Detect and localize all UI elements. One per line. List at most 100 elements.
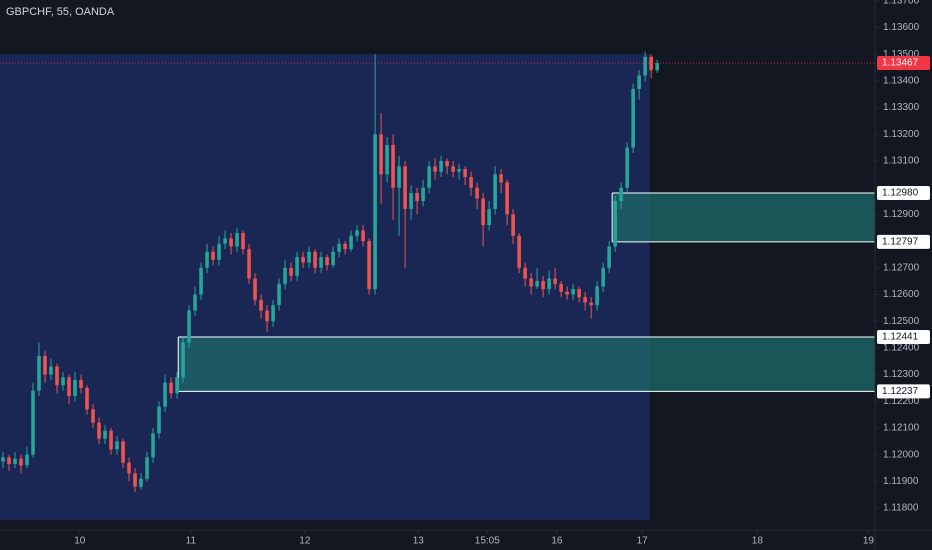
candle-body — [199, 267, 203, 295]
y-tick-label: 1.12400 — [883, 343, 920, 354]
current-price-tag — [877, 56, 930, 71]
candle-body — [151, 433, 155, 458]
candle-body — [163, 382, 167, 407]
y-tick-label: 1.13300 — [883, 102, 920, 113]
candle-body — [31, 390, 35, 455]
candle-body — [559, 283, 563, 292]
y-tick-label: 1.12300 — [883, 369, 920, 380]
candle-body — [229, 238, 233, 247]
candle-body — [97, 422, 101, 439]
candle-body — [655, 63, 659, 71]
candle-body — [61, 377, 65, 386]
candle-body — [481, 198, 485, 226]
candle-body — [247, 249, 251, 279]
candle-body — [73, 379, 77, 396]
candle-body — [547, 278, 551, 290]
candle-body — [277, 283, 281, 306]
candle-body — [145, 457, 149, 479]
candle-body — [43, 355, 47, 375]
candle-body — [253, 278, 257, 300]
candle-body — [577, 289, 581, 298]
candle-body — [313, 251, 317, 268]
x-tick-label: 15:05 — [475, 536, 500, 547]
candle-body — [487, 209, 491, 226]
candle-body — [379, 134, 383, 175]
candle-body — [613, 201, 617, 247]
candle-body — [535, 281, 539, 287]
candle-body — [475, 187, 479, 199]
zone-price-tag — [877, 384, 930, 399]
candle-body — [139, 478, 143, 487]
candle-body — [421, 187, 425, 202]
candle-body — [457, 169, 461, 172]
candle-body — [541, 281, 545, 290]
zone-price-tag — [877, 186, 930, 201]
candle-body — [331, 251, 335, 266]
chart-title: GBPCHF, 55, OANDA — [6, 6, 115, 18]
x-tick-label: 18 — [752, 536, 764, 547]
x-tick-label: 17 — [637, 536, 649, 547]
candle-body — [13, 458, 17, 465]
candle-body — [37, 355, 41, 391]
candle-body — [181, 342, 185, 378]
zone-price-label: 1.12441 — [882, 332, 919, 343]
candle-body — [373, 134, 377, 290]
candle-body — [367, 241, 371, 290]
zone-price-label: 1.12797 — [882, 237, 919, 248]
candle-body — [511, 214, 515, 236]
zone-price-label: 1.12237 — [882, 386, 919, 397]
candle-body — [109, 430, 113, 450]
candle-body — [325, 257, 329, 266]
candle-body — [19, 458, 23, 466]
candle-body — [631, 88, 635, 148]
highlight-region — [0, 54, 650, 521]
candle-body — [463, 169, 467, 178]
current-price-label: 1.13467 — [882, 58, 919, 69]
y-tick-label: 1.13400 — [883, 76, 920, 87]
candle-body — [193, 294, 197, 311]
candle-body — [433, 166, 437, 172]
candle-body — [133, 473, 137, 487]
candle-body — [157, 406, 161, 434]
candle-body — [571, 289, 575, 295]
candle-body — [307, 251, 311, 263]
y-tick-label: 1.13600 — [883, 22, 920, 33]
candle-body — [103, 430, 107, 439]
candle-body — [589, 302, 593, 306]
candle-body — [619, 187, 623, 202]
y-tick-label: 1.12900 — [883, 209, 920, 220]
candle-body — [427, 166, 431, 188]
candle-body — [649, 56, 653, 71]
y-tick-label: 1.12100 — [883, 423, 920, 434]
candle-body — [169, 382, 173, 394]
candle-body — [493, 174, 497, 210]
candle-body — [517, 235, 521, 268]
candle-body — [505, 182, 509, 215]
candle-body — [583, 297, 587, 303]
y-tick-label: 1.13200 — [883, 129, 920, 140]
candle-body — [115, 441, 119, 450]
candle-body — [607, 246, 611, 268]
candle-body — [343, 243, 347, 250]
zone-price-label: 1.12980 — [882, 188, 919, 199]
x-tick-label: 19 — [863, 536, 875, 547]
candle-body — [601, 267, 605, 287]
candle-body — [403, 166, 407, 210]
zone — [178, 336, 876, 392]
zone — [612, 193, 875, 242]
candle-body — [1, 457, 5, 462]
candle-body — [205, 251, 209, 268]
candle-body — [175, 377, 179, 394]
x-tick-label: 12 — [299, 536, 311, 547]
candle-body — [127, 462, 131, 474]
x-tick-label: 13 — [413, 536, 425, 547]
candle-body — [409, 193, 413, 210]
candle-body — [7, 457, 11, 465]
y-tick-label: 1.13500 — [883, 49, 920, 60]
candle-body — [553, 278, 557, 284]
candle-body — [25, 454, 29, 466]
candle-body — [301, 257, 305, 263]
candle-body — [67, 377, 71, 396]
candle-body — [85, 387, 89, 410]
